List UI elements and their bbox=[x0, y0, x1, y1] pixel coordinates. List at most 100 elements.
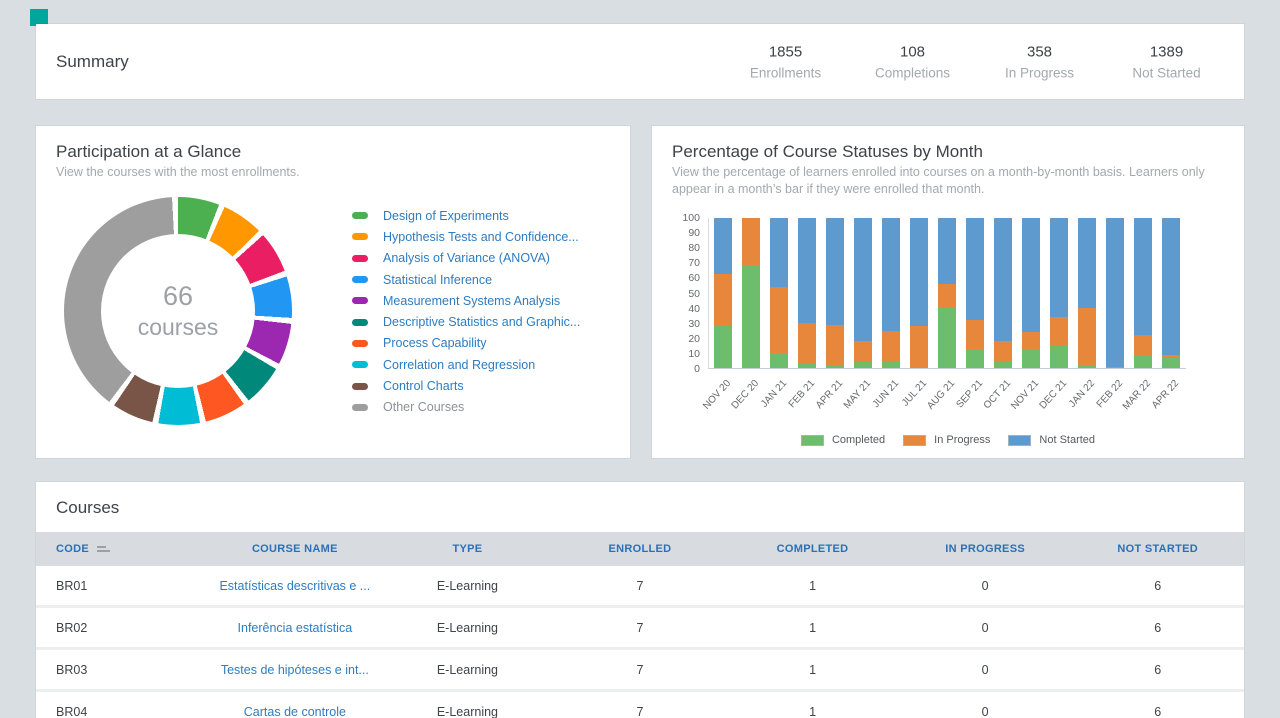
bar-segment bbox=[742, 218, 760, 265]
bar-segment bbox=[798, 323, 816, 364]
month-bar[interactable] bbox=[994, 218, 1012, 368]
course-name-cell[interactable]: Estatísticas descritivas e ... bbox=[209, 579, 382, 593]
bar-segment bbox=[798, 218, 816, 323]
courses-card: Courses CODE COURSE NAME TYPE ENROLLED C… bbox=[36, 482, 1244, 718]
bar-segment bbox=[770, 218, 788, 287]
bar-segment bbox=[1134, 218, 1152, 335]
month-bar[interactable] bbox=[714, 218, 732, 368]
bar-segment bbox=[742, 265, 760, 369]
month-bar[interactable] bbox=[742, 218, 760, 368]
value-cell: 0 bbox=[899, 663, 1072, 677]
month-bar[interactable] bbox=[826, 218, 844, 368]
month-bar[interactable] bbox=[1134, 218, 1152, 368]
legend-swatch-icon bbox=[352, 319, 368, 326]
value-cell: 1 bbox=[726, 663, 899, 677]
bar-segment bbox=[714, 326, 732, 368]
y-tick-label: 80 bbox=[672, 242, 700, 254]
column-header-course-name: COURSE NAME bbox=[209, 543, 382, 555]
table-row[interactable]: BR04Cartas de controleE-Learning7106 bbox=[36, 692, 1244, 718]
legend-label: Other Courses bbox=[383, 400, 464, 414]
x-tick-label: MAR 22 bbox=[1121, 378, 1153, 412]
donut-legend-item[interactable]: Descriptive Statistics and Graphic... bbox=[352, 311, 580, 332]
dashboard-page: Summary 1855 Enrollments 108 Completions… bbox=[0, 0, 1280, 718]
statuses-subtitle: View the percentage of learners enrolled… bbox=[672, 164, 1224, 198]
value-cell: E-Learning bbox=[381, 621, 554, 635]
table-header-row: CODE COURSE NAME TYPE ENROLLED COMPLETED… bbox=[36, 532, 1244, 566]
course-code-cell: BR02 bbox=[36, 621, 209, 635]
donut-legend-item[interactable]: Hypothesis Tests and Confidence... bbox=[352, 226, 580, 247]
statuses-title: Percentage of Course Statuses by Month bbox=[672, 142, 1224, 162]
donut-center-value: 66 bbox=[163, 281, 193, 312]
value-cell: 1 bbox=[726, 705, 899, 718]
donut-legend-item[interactable]: Correlation and Regression bbox=[352, 354, 580, 375]
month-bar[interactable] bbox=[882, 218, 900, 368]
donut-legend: Design of Experiments Hypothesis Tests a… bbox=[352, 205, 580, 425]
donut-legend-item[interactable]: Control Charts bbox=[352, 375, 580, 396]
legend-swatch-icon bbox=[352, 340, 368, 347]
course-name-cell[interactable]: Cartas de controle bbox=[209, 705, 382, 718]
column-header-in-progress: IN PROGRESS bbox=[899, 543, 1072, 555]
month-bar[interactable] bbox=[910, 218, 928, 368]
stat-value: 1855 bbox=[722, 43, 849, 60]
month-bar[interactable] bbox=[938, 218, 956, 368]
course-code-cell: BR01 bbox=[36, 579, 209, 593]
y-tick-label: 40 bbox=[672, 303, 700, 315]
x-tick-label: SEP 21 bbox=[954, 378, 985, 410]
legend-swatch-icon bbox=[352, 276, 368, 283]
bar-legend-item[interactable]: Completed bbox=[801, 434, 885, 446]
donut-legend-item[interactable]: Statistical Inference bbox=[352, 269, 580, 290]
bar-segment bbox=[798, 364, 816, 369]
table-row[interactable]: BR03Testes de hipóteses e int...E-Learni… bbox=[36, 650, 1244, 692]
table-body: BR01Estatísticas descritivas e ... E-Lear… bbox=[36, 566, 1244, 718]
month-bar[interactable] bbox=[966, 218, 984, 368]
stat-label: Enrollments bbox=[722, 65, 849, 80]
y-tick-label: 70 bbox=[672, 257, 700, 269]
bar-segment bbox=[966, 350, 984, 368]
donut-legend-item[interactable]: Design of Experiments bbox=[352, 205, 580, 226]
course-name-cell[interactable]: Inferência estatística bbox=[209, 621, 382, 635]
column-header-completed: COMPLETED bbox=[726, 543, 899, 555]
legend-label: Hypothesis Tests and Confidence... bbox=[383, 230, 579, 244]
sort-icon[interactable] bbox=[97, 546, 110, 552]
month-bar[interactable] bbox=[1078, 218, 1096, 368]
course-name-cell[interactable]: Testes de hipóteses e int... bbox=[209, 663, 382, 677]
donut-legend-item[interactable]: Measurement Systems Analysis bbox=[352, 290, 580, 311]
bar-segment bbox=[1022, 218, 1040, 332]
legend-label: Design of Experiments bbox=[383, 209, 509, 223]
x-tick-label: APR 21 bbox=[814, 378, 845, 411]
bar-segment bbox=[938, 218, 956, 284]
courses-title: Courses bbox=[56, 498, 1224, 518]
month-bar[interactable] bbox=[1050, 218, 1068, 368]
stat-value: 108 bbox=[849, 43, 976, 60]
month-bar[interactable] bbox=[854, 218, 872, 368]
month-bar[interactable] bbox=[1162, 218, 1180, 368]
table-row[interactable]: BR01Estatísticas descritivas e ...E-Lear… bbox=[36, 566, 1244, 608]
bar-legend-item[interactable]: Not Started bbox=[1008, 434, 1095, 446]
x-tick-label: DEC 20 bbox=[730, 378, 762, 411]
bar-segment bbox=[1022, 332, 1040, 349]
value-cell: 7 bbox=[554, 579, 727, 593]
donut-center-label: courses bbox=[138, 314, 219, 341]
donut-chart[interactable]: 66 courses bbox=[64, 197, 292, 425]
bar-segment bbox=[714, 274, 732, 327]
bar-segment bbox=[1022, 349, 1040, 369]
column-header-not-started: NOT STARTED bbox=[1071, 543, 1244, 555]
month-bar[interactable] bbox=[770, 218, 788, 368]
course-code-cell: BR04 bbox=[36, 705, 209, 718]
legend-swatch-icon bbox=[801, 435, 824, 446]
summary-stats: 1855 Enrollments 108 Completions 358 In … bbox=[722, 43, 1230, 80]
month-bar[interactable] bbox=[1106, 218, 1124, 368]
bar-legend-item[interactable]: In Progress bbox=[903, 434, 990, 446]
y-tick-label: 30 bbox=[672, 318, 700, 330]
donut-legend-item[interactable]: Analysis of Variance (ANOVA) bbox=[352, 248, 580, 269]
month-bar[interactable] bbox=[1022, 218, 1040, 368]
table-row[interactable]: BR02Inferência estatísticaE-Learning7106 bbox=[36, 608, 1244, 650]
donut-center: 66 courses bbox=[101, 234, 255, 388]
donut-legend-item[interactable]: Other Courses bbox=[352, 397, 580, 418]
donut-legend-item[interactable]: Process Capability bbox=[352, 333, 580, 354]
month-bar[interactable] bbox=[798, 218, 816, 368]
x-axis-labels: NOV 20DEC 20JAN 21FEB 21APR 21MAY 21JUN … bbox=[708, 373, 1186, 431]
y-axis: 0102030405060708090100 bbox=[672, 218, 700, 369]
bar-segment bbox=[910, 218, 928, 326]
column-header-code[interactable]: CODE bbox=[36, 543, 209, 555]
